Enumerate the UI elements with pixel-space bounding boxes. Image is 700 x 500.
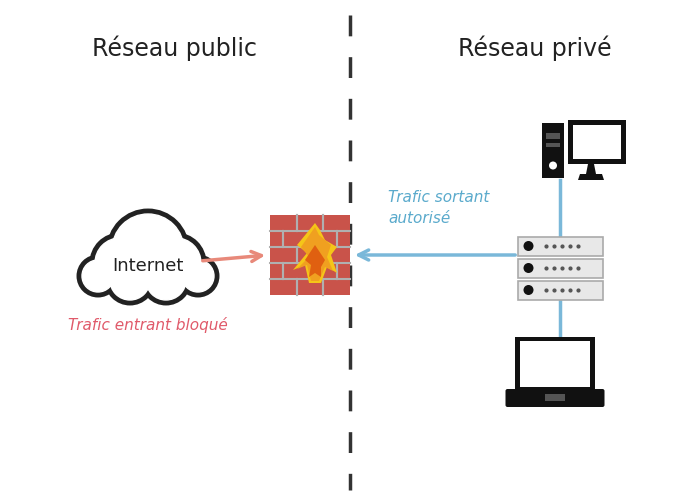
Bar (568, 120, 626, 164)
Circle shape (549, 162, 557, 170)
Polygon shape (305, 245, 325, 277)
Circle shape (144, 258, 188, 302)
Circle shape (82, 260, 114, 292)
Bar (515, 337, 595, 391)
Bar (517, 258, 603, 278)
Text: Internet: Internet (112, 257, 183, 275)
Circle shape (524, 241, 533, 251)
Polygon shape (578, 174, 604, 180)
Bar (545, 394, 565, 401)
Text: Trafic sortant
autorisé: Trafic sortant autorisé (388, 190, 489, 226)
Text: Réseau privé: Réseau privé (458, 35, 612, 60)
Bar (546, 142, 560, 146)
Circle shape (146, 260, 186, 300)
Text: Trafic entrant bloqué: Trafic entrant bloqué (68, 317, 228, 333)
Circle shape (110, 260, 150, 300)
Circle shape (108, 258, 152, 302)
Bar (517, 236, 603, 256)
Bar (573, 125, 621, 159)
Bar (270, 215, 350, 295)
Polygon shape (293, 223, 337, 283)
Circle shape (110, 212, 186, 288)
Bar (546, 132, 560, 138)
Bar (520, 341, 590, 387)
FancyBboxPatch shape (505, 389, 605, 407)
Circle shape (149, 236, 203, 290)
Bar (542, 122, 564, 178)
Polygon shape (297, 227, 333, 281)
Polygon shape (586, 164, 596, 174)
Circle shape (80, 258, 116, 294)
Circle shape (151, 238, 201, 288)
Bar (517, 280, 603, 299)
Circle shape (112, 214, 184, 286)
Text: Réseau public: Réseau public (92, 35, 258, 60)
Circle shape (524, 263, 533, 273)
Circle shape (524, 285, 533, 295)
Circle shape (93, 236, 147, 290)
Circle shape (95, 238, 145, 288)
Circle shape (182, 260, 214, 292)
Circle shape (180, 258, 216, 294)
